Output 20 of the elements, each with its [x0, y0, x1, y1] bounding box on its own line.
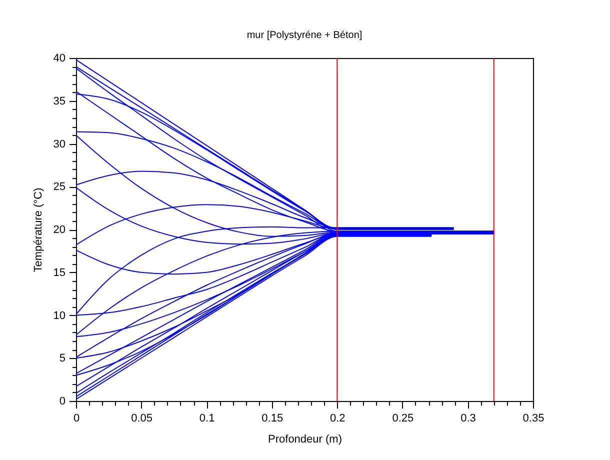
y-tick-label: 5: [59, 352, 66, 365]
y-tick-label: 15: [53, 266, 66, 279]
x-tick-label: 0.15: [262, 412, 284, 424]
x-tick-label: 0: [73, 412, 80, 424]
y-tick-label: 20: [53, 224, 66, 236]
x-tick-label: 0.2: [330, 412, 346, 424]
y-axis-title: Température (°C): [32, 188, 44, 272]
y-tick-label: 0: [59, 396, 66, 408]
x-tick-label: 0.3: [460, 412, 476, 424]
y-tick-label: 40: [53, 52, 66, 64]
x-tick-label: 0.1: [199, 412, 215, 424]
x-tick-label: 0.35: [522, 412, 544, 424]
y-tick-label: 25: [53, 181, 66, 194]
x-axis-title: Profondeur (m): [268, 434, 342, 446]
x-tick-label: 0.25: [392, 412, 414, 424]
y-tick-label: 35: [53, 95, 66, 108]
x-tick-label: 0.05: [131, 412, 152, 424]
chart-title: mur [Polystyréne + Béton]: [246, 30, 362, 41]
y-tick-label: 10: [53, 310, 66, 322]
y-tick-label: 30: [53, 138, 66, 150]
